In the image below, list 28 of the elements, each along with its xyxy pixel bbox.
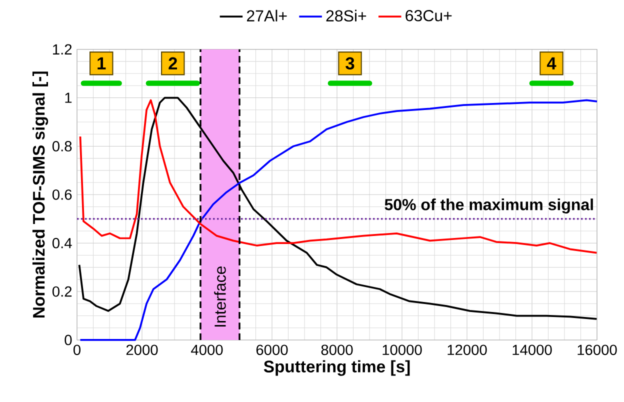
x-tick-label: 0: [73, 344, 80, 356]
legend-label: 63Cu+: [406, 10, 452, 22]
x-tick-label: 16000: [578, 344, 617, 356]
x-tick-label: 4000: [191, 344, 223, 356]
band-label: Interface: [214, 266, 226, 327]
y-tick-label: 0.2: [52, 286, 72, 297]
x-tick-label: 10000: [382, 344, 422, 356]
y-tick-label: 1.2: [53, 44, 72, 54]
x-tick-label: 14000: [512, 344, 552, 356]
series-label: 1: [98, 57, 106, 70]
line-series: [79, 99, 598, 254]
legend-label: 28Si+: [326, 10, 366, 22]
x-axis-title: Sputtering time [s]: [264, 360, 410, 376]
y-axis-title: Normalized TOF-SIMS signal [-]: [32, 72, 48, 318]
x-tick-label: 12000: [448, 344, 487, 356]
x-tick-label: 8000: [321, 344, 353, 356]
x-tick-label: 6000: [256, 344, 288, 356]
series-label: 2: [168, 57, 178, 70]
y-tick-label: 0: [64, 334, 72, 346]
series-label: 4: [546, 57, 556, 70]
series-label: 3: [346, 57, 354, 70]
legend-label: 27Al+: [246, 10, 287, 22]
y-tick-label: 0.6: [52, 189, 72, 200]
ref-line-label: 50% of the maximum signal: [384, 198, 593, 214]
x-tick-label: 2000: [126, 344, 158, 356]
y-tick-label: 0.8: [52, 141, 72, 152]
y-tick-label: 0.4: [52, 238, 72, 248]
y-tick-label: 1: [65, 92, 72, 103]
